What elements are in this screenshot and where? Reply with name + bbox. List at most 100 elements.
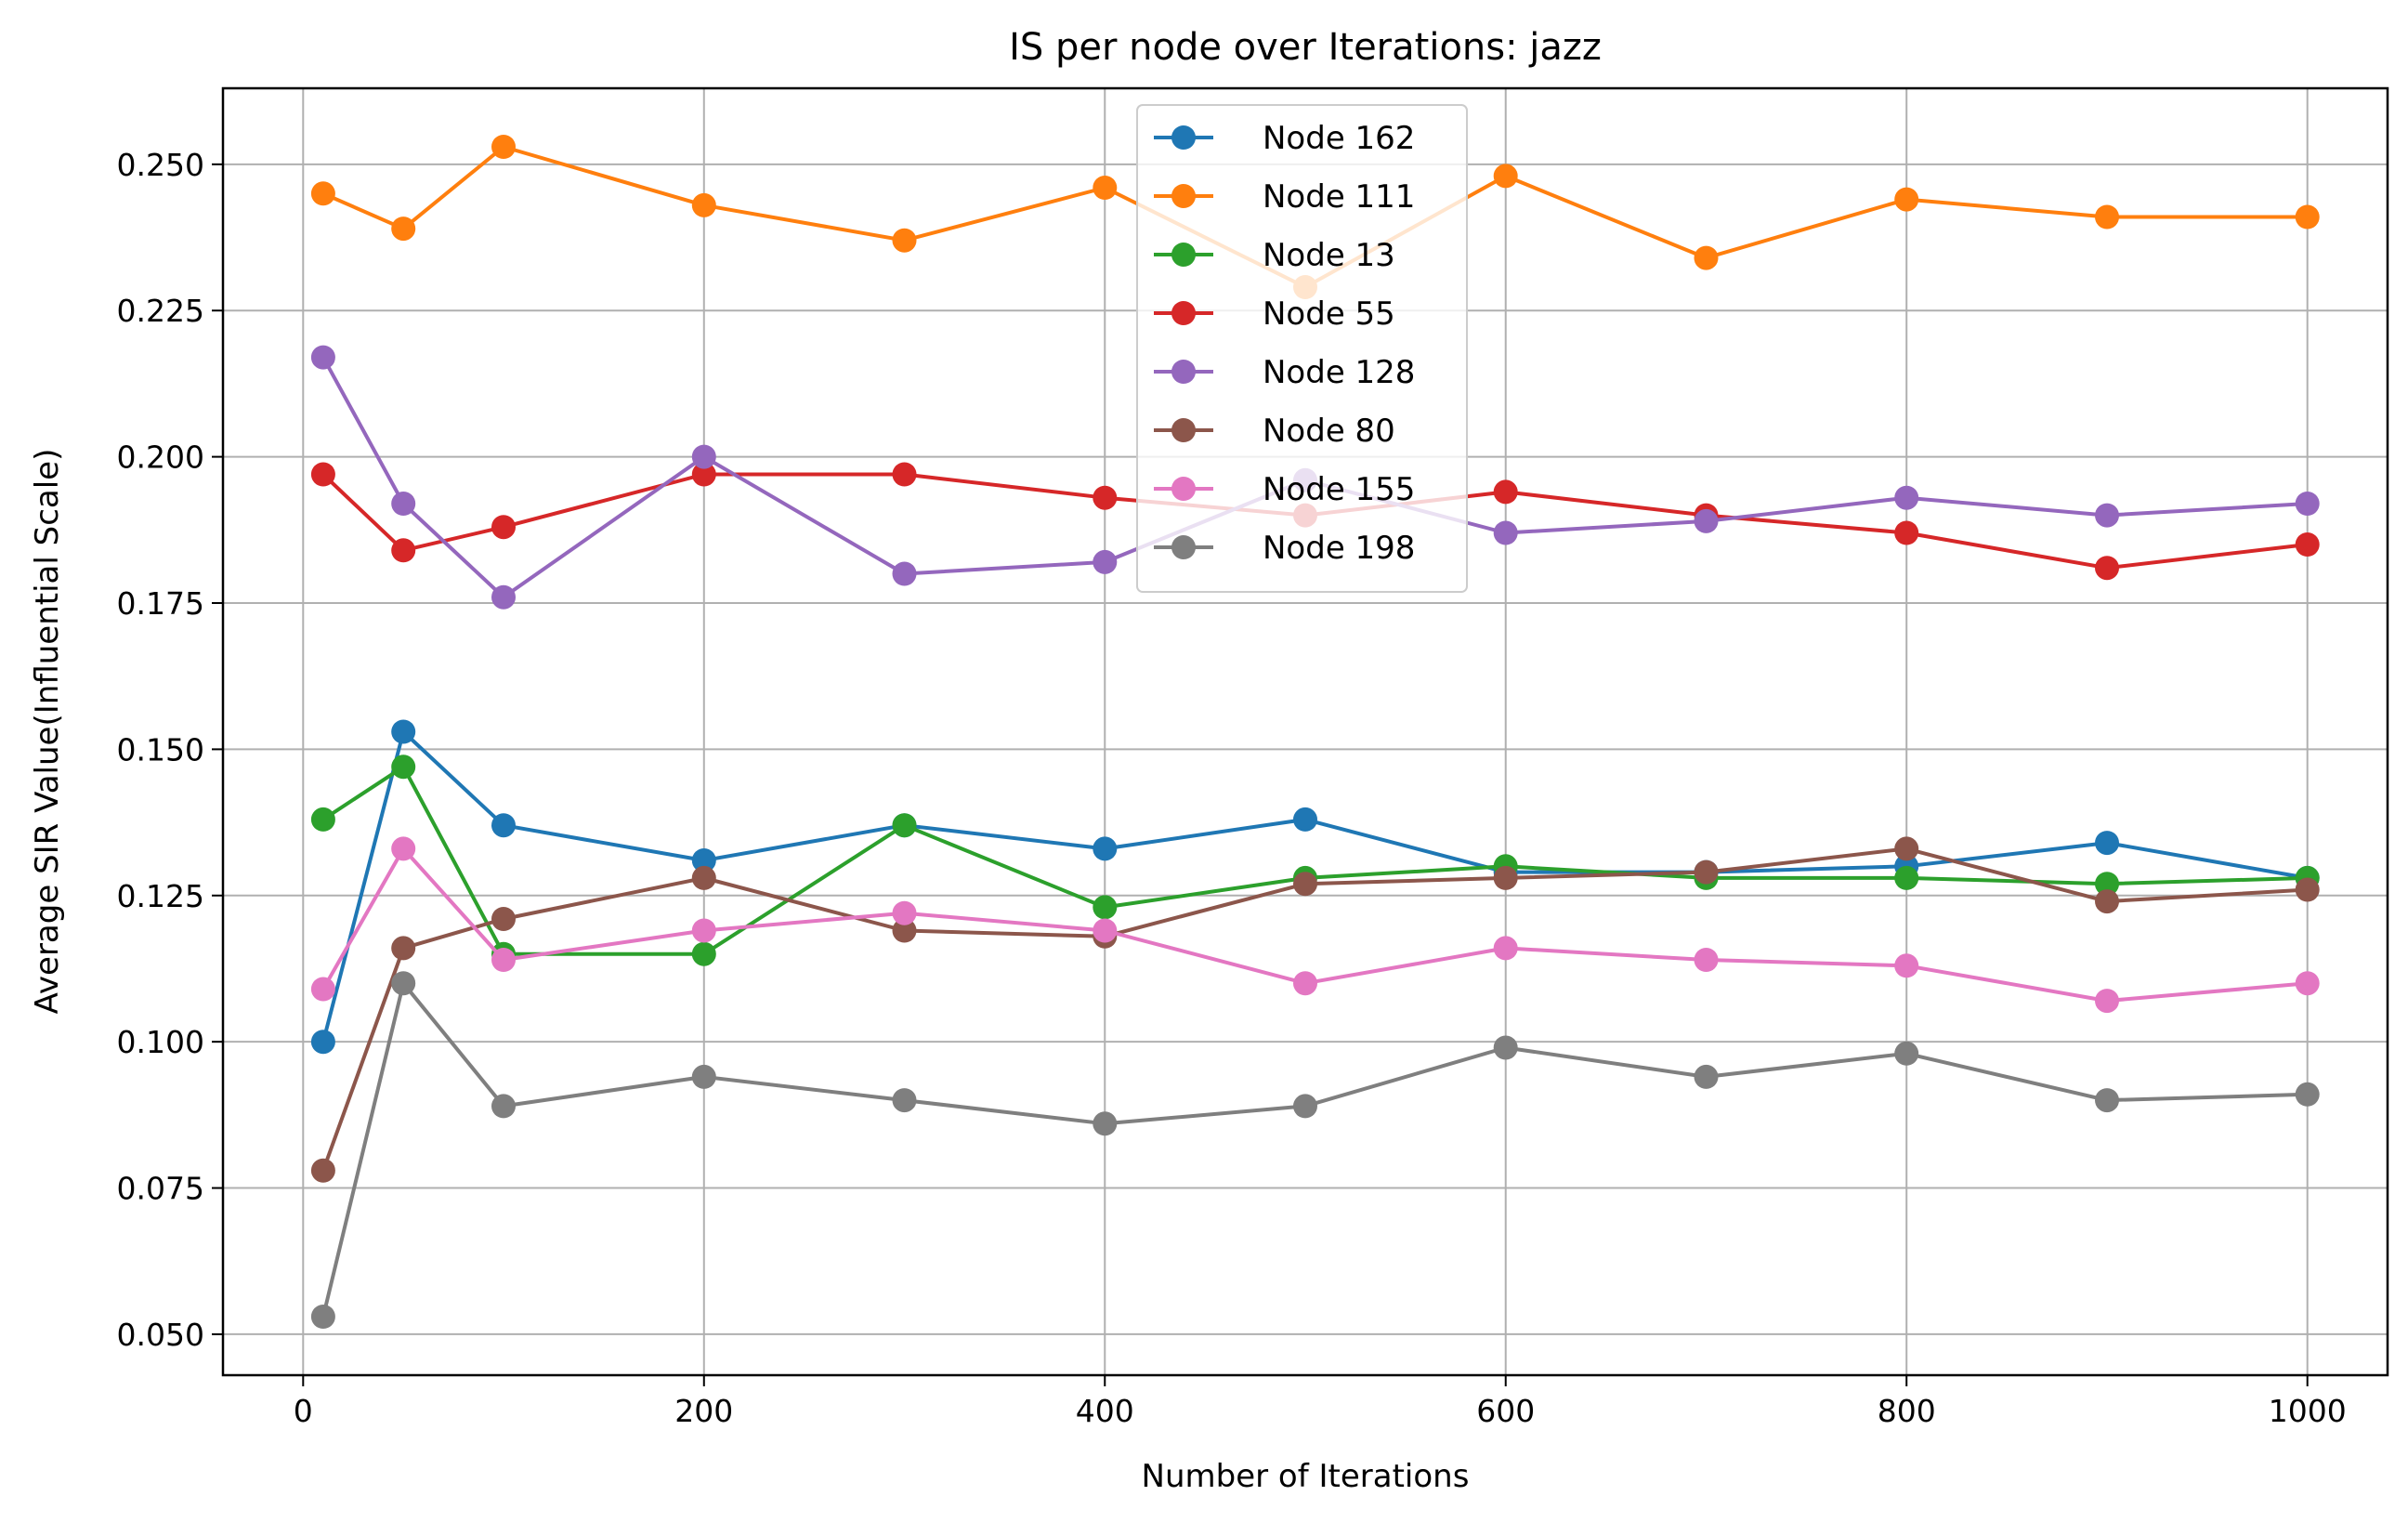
data-point xyxy=(310,1158,335,1183)
legend-item: Node 111 xyxy=(1154,178,1415,216)
data-point xyxy=(2095,989,2119,1014)
legend-item: Node 80 xyxy=(1154,413,1395,450)
data-point xyxy=(2295,492,2320,516)
data-point xyxy=(391,719,416,744)
data-point xyxy=(391,492,416,516)
legend-marker xyxy=(1171,477,1196,501)
legend-marker xyxy=(1171,301,1196,325)
data-point xyxy=(892,228,917,253)
data-point xyxy=(2295,877,2320,902)
legend-label: Node 198 xyxy=(1263,530,1415,567)
chart-title: IS per node over Iterations: jazz xyxy=(1009,26,1602,69)
legend-box xyxy=(1136,104,1468,593)
y-tick-label: 0.100 xyxy=(117,1024,204,1060)
y-tick-label: 0.075 xyxy=(117,1171,204,1207)
data-point xyxy=(892,561,917,586)
data-point xyxy=(691,865,716,890)
data-point xyxy=(1293,807,1317,832)
series-line-node-155 xyxy=(321,846,2308,1004)
data-point xyxy=(1694,245,1719,270)
series-line-node-80 xyxy=(321,846,2308,1172)
y-axis-label: Average SIR Value(Influential Scale) xyxy=(29,449,66,1015)
data-point xyxy=(1694,1064,1719,1089)
legend-label: Node 128 xyxy=(1263,354,1415,391)
data-point xyxy=(1093,1111,1118,1136)
legend-item: Node 55 xyxy=(1154,295,1395,333)
data-point xyxy=(310,977,335,1002)
data-point xyxy=(391,216,416,242)
data-point xyxy=(1894,187,1919,212)
data-point xyxy=(2095,556,2119,581)
x-tick-label: 400 xyxy=(1076,1393,1134,1429)
y-tick-label: 0.200 xyxy=(117,440,204,476)
legend-label: Node 55 xyxy=(1263,295,1395,333)
data-point xyxy=(1894,865,1919,890)
data-point xyxy=(310,1030,335,1055)
y-tick-label: 0.250 xyxy=(117,147,204,183)
y-tick-label: 0.125 xyxy=(117,878,204,914)
data-point xyxy=(1293,971,1317,996)
data-point xyxy=(2295,204,2320,230)
legend-marker xyxy=(1171,418,1196,442)
plot-frame xyxy=(221,86,2389,1377)
data-point xyxy=(2095,204,2119,230)
data-point xyxy=(892,918,917,943)
series-line-node-198 xyxy=(321,981,2308,1318)
data-point xyxy=(2295,971,2320,996)
data-point xyxy=(1093,549,1118,574)
data-point xyxy=(892,1088,917,1113)
data-point xyxy=(310,345,335,370)
x-axis-ticks: 0 200 400 600 800 1000 xyxy=(294,1375,2347,1429)
series-node-155 xyxy=(310,836,2320,1014)
data-point xyxy=(691,918,716,943)
legend-marker xyxy=(1171,125,1196,150)
legend-item: Node 128 xyxy=(1154,354,1415,391)
x-tick-label: 0 xyxy=(294,1393,313,1429)
legend-label: Node 155 xyxy=(1263,471,1415,508)
data-point xyxy=(1093,836,1118,861)
data-point xyxy=(491,1094,516,1119)
legend-marker xyxy=(1171,360,1196,384)
data-point xyxy=(1293,872,1317,897)
legend-item: Node 162 xyxy=(1154,120,1415,157)
x-tick-label: 800 xyxy=(1878,1393,1936,1429)
y-axis-ticks: 0.050 0.075 0.100 0.125 0.150 0.175 0.200 0.225… xyxy=(117,147,223,1353)
data-point xyxy=(2095,889,2119,914)
x-tick-label: 1000 xyxy=(2269,1393,2347,1429)
data-point xyxy=(491,135,516,159)
data-point xyxy=(491,515,516,540)
data-point xyxy=(310,181,335,206)
data-point xyxy=(2095,503,2119,528)
data-point xyxy=(391,936,416,961)
data-point xyxy=(1694,948,1719,972)
data-point xyxy=(1894,836,1919,861)
data-point xyxy=(1493,936,1518,961)
data-point xyxy=(1493,1035,1518,1060)
data-point xyxy=(491,948,516,972)
y-tick-label: 0.225 xyxy=(117,293,204,329)
data-point xyxy=(691,848,716,873)
legend-item: Node 155 xyxy=(1154,471,1415,508)
data-point xyxy=(391,971,416,996)
data-point xyxy=(2095,872,2119,897)
y-tick-label: 0.050 xyxy=(117,1317,204,1353)
series-group xyxy=(310,135,2320,1329)
data-point xyxy=(2095,831,2119,856)
data-point xyxy=(1093,176,1118,200)
data-point xyxy=(1493,520,1518,545)
legend-item: Node 13 xyxy=(1154,237,1395,274)
data-point xyxy=(1894,1041,1919,1066)
legend-label: Node 162 xyxy=(1263,120,1415,157)
data-point xyxy=(1493,164,1518,189)
data-point xyxy=(491,907,516,931)
data-point xyxy=(1293,1094,1317,1119)
data-point xyxy=(391,538,416,563)
x-axis-label: Number of Iterations xyxy=(1142,1458,1470,1495)
legend-item: Node 198 xyxy=(1154,530,1415,567)
data-point xyxy=(892,900,917,925)
data-point xyxy=(2095,1088,2119,1113)
y-tick-label: 0.175 xyxy=(117,585,204,622)
data-point xyxy=(2295,1082,2320,1107)
data-point xyxy=(391,754,416,780)
